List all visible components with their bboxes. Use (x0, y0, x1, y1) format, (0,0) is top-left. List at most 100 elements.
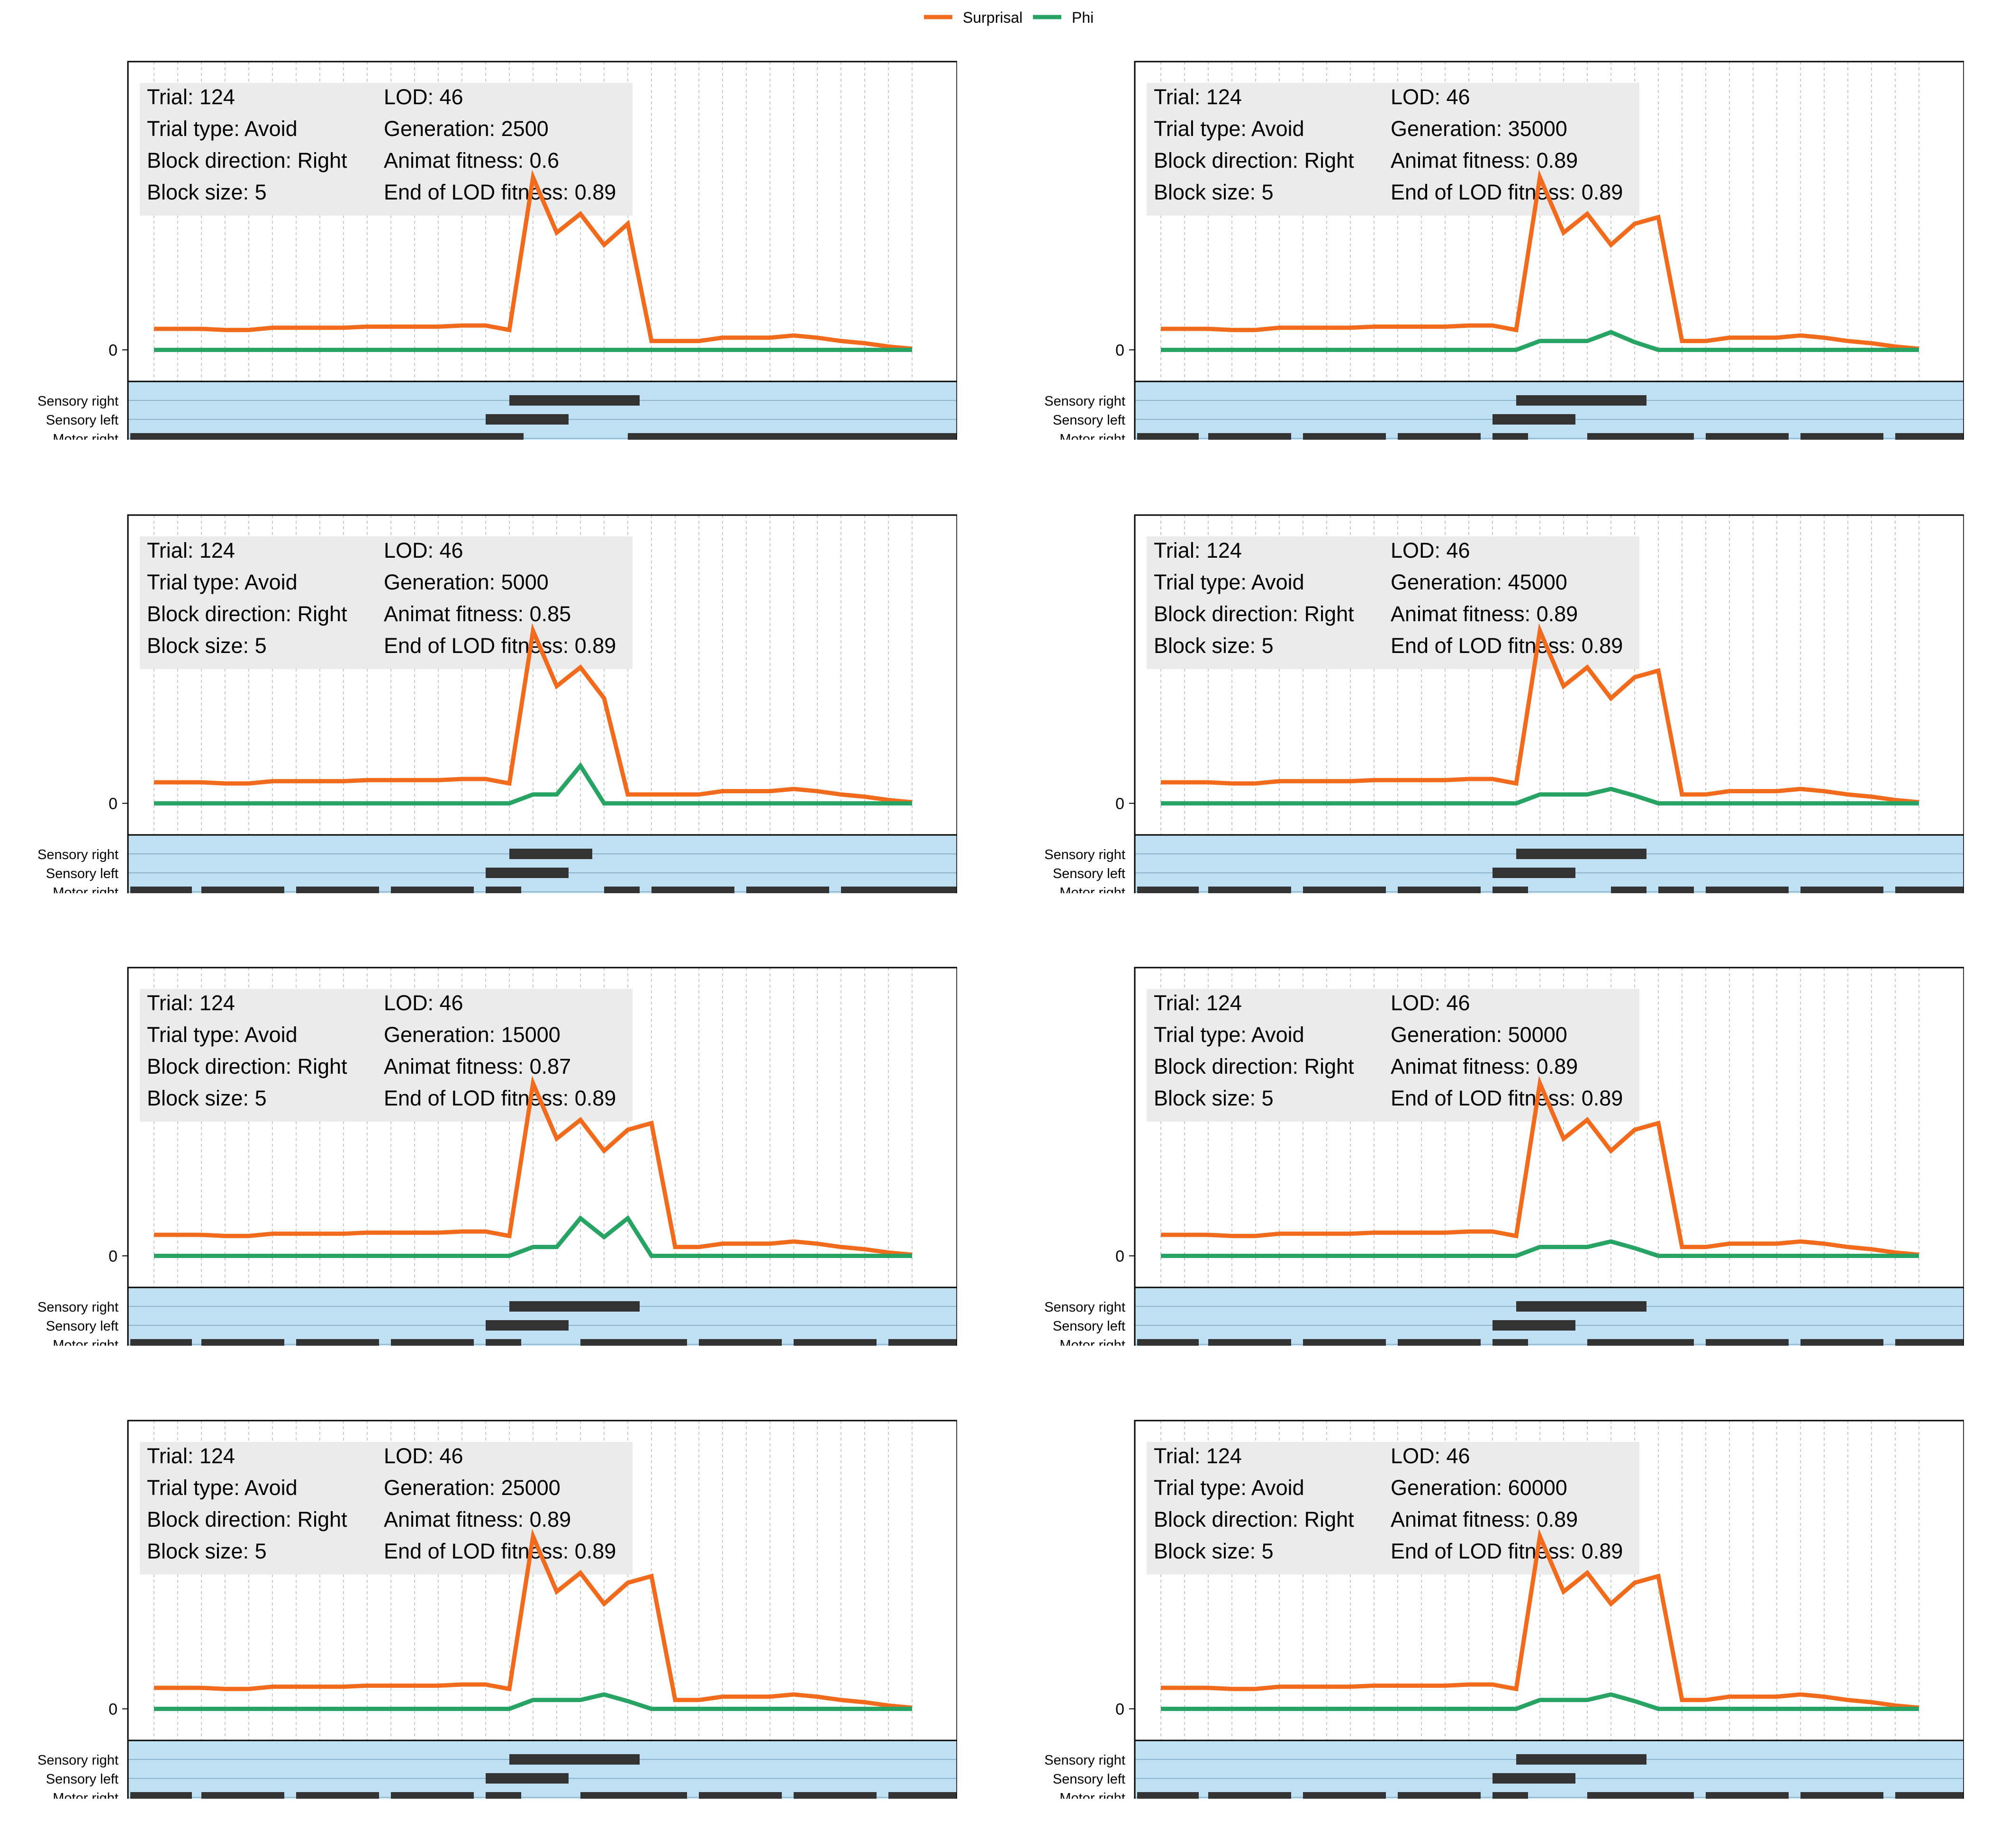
activity-bar (1492, 433, 1528, 440)
info-animat-fitness: Animat fitness: 0.89 (1391, 148, 1578, 172)
info-box (1147, 83, 1639, 216)
activity-row-label: Motor right (1059, 432, 1125, 440)
info-end-of-lod-fitness: End of LOD fitness: 0.89 (384, 180, 616, 204)
activity-bar (1137, 1792, 1199, 1799)
info-block-direction: Block direction: Right (147, 148, 347, 172)
activity-bar (1303, 1339, 1386, 1346)
info-animat-fitness: Animat fitness: 0.87 (384, 1054, 571, 1078)
activity-bar (486, 414, 569, 425)
activity-bar (1706, 433, 1789, 440)
series-line-surprisal (1161, 1076, 1919, 1257)
info-end-of-lod-fitness: End of LOD fitness: 0.89 (1391, 180, 1623, 204)
panel-7: Trial: 124 Trial type: Avoid Block directi… (37, 1420, 957, 1799)
info-trial-type: Trial type: Avoid (147, 1023, 298, 1047)
series-line-phi (1161, 787, 1919, 806)
activity-frame (127, 834, 957, 893)
activity-bar (296, 1792, 379, 1799)
activity-bar (201, 1339, 284, 1346)
activity-background (1135, 381, 1964, 440)
activity-bar (201, 887, 284, 893)
info-generation: Generation: 2500 (384, 117, 549, 141)
info-lod: LOD: 46 (1391, 991, 1470, 1015)
activity-bar (1303, 1792, 1386, 1799)
panel-6: Trial: 124 Trial type: Avoid Block directi… (1044, 967, 1964, 1346)
activity-bar (1137, 1339, 1199, 1346)
info-block-direction: Block direction: Right (147, 1054, 347, 1078)
activity-row-label: Motor right (1059, 1791, 1125, 1799)
info-end-of-lod-fitness: End of LOD fitness: 0.89 (1391, 1539, 1623, 1563)
info-end-of-lod-fitness: End of LOD fitness: 0.89 (1391, 1086, 1623, 1110)
info-generation: Generation: 60000 (1391, 1476, 1567, 1500)
activity-row-label: Motor right (53, 432, 118, 440)
info-block-direction: Block direction: Right (147, 1507, 347, 1531)
activity-bar (1516, 1301, 1646, 1312)
info-trial: Trial: 124 (1154, 1444, 1242, 1468)
activity-bar (651, 887, 734, 893)
info-trial-type: Trial type: Avoid (147, 117, 298, 141)
y-tick-label: 0 (109, 795, 118, 813)
y-tick-label: 0 (109, 1247, 118, 1265)
activity-row-label: Sensory left (46, 413, 118, 428)
activity-row-label: Sensory left (46, 1772, 118, 1787)
activity-bar (1492, 1792, 1528, 1799)
activity-background (128, 835, 957, 893)
activity-bar (1137, 433, 1199, 440)
activity-row-label: Sensory left (1053, 413, 1125, 428)
y-tick-label: 0 (109, 341, 118, 359)
series-line-phi (154, 1692, 912, 1711)
info-generation: Generation: 25000 (384, 1476, 561, 1500)
activity-bar (1587, 433, 1694, 440)
activity-bar (1208, 1792, 1291, 1799)
activity-bar (1706, 887, 1789, 893)
activity-frame (127, 380, 957, 440)
info-animat-fitness: Animat fitness: 0.89 (384, 1507, 571, 1531)
info-block-size: Block size: 5 (147, 1086, 267, 1110)
activity-frame (1134, 380, 1964, 440)
info-animat-fitness: Animat fitness: 0.6 (384, 148, 559, 172)
activity-row-label: Sensory right (1044, 847, 1125, 862)
activity-frame (127, 1286, 957, 1346)
activity-frame (1134, 1739, 1964, 1799)
activity-row-label: Sensory right (1044, 1753, 1125, 1768)
info-end-of-lod-fitness: End of LOD fitness: 0.89 (1391, 634, 1623, 658)
activity-bar (1800, 887, 1883, 893)
series-line-phi (154, 1215, 912, 1258)
info-lod: LOD: 46 (1391, 538, 1470, 562)
info-lod: LOD: 46 (1391, 1444, 1470, 1468)
panel-4: Trial: 124 Trial type: Avoid Block directi… (1044, 514, 1964, 893)
series-line-surprisal (1161, 623, 1919, 805)
activity-bar (130, 433, 524, 440)
activity-bar (391, 1792, 474, 1799)
activity-bar (1303, 433, 1386, 440)
activity-background (1135, 835, 1964, 893)
info-generation: Generation: 35000 (1391, 117, 1567, 141)
activity-row-label: Sensory left (1053, 866, 1125, 881)
activity-bar (486, 887, 521, 893)
activity-bar (628, 433, 957, 440)
activity-bar (746, 887, 829, 893)
activity-bar (1137, 887, 1199, 893)
activity-row-label: Sensory left (1053, 1319, 1125, 1334)
legend-label-surprisal: Surprisal (963, 9, 1022, 26)
activity-bar (1706, 1339, 1789, 1346)
activity-bar (1516, 395, 1646, 406)
info-lod: LOD: 46 (384, 991, 463, 1015)
panel-2: Trial: 124 Trial type: Avoid Block directi… (1044, 61, 1964, 440)
activity-bar (1398, 887, 1481, 893)
activity-row-label: Sensory right (1044, 394, 1125, 409)
panel-5: Trial: 124 Trial type: Avoid Block directi… (37, 967, 957, 1346)
series-line-phi (1161, 330, 1919, 352)
legend-label-phi: Phi (1072, 9, 1094, 26)
activity-background (128, 1740, 957, 1799)
panel-3: Trial: 124 Trial type: Avoid Block directi… (37, 514, 957, 893)
info-box (1147, 989, 1639, 1122)
activity-bar (1895, 1339, 1964, 1346)
activity-bar (1492, 414, 1575, 425)
info-block-direction: Block direction: Right (1154, 148, 1354, 172)
activity-bar (699, 1792, 782, 1799)
activity-bar (888, 1792, 957, 1799)
activity-row-label: Motor right (53, 885, 118, 893)
activity-bar (391, 887, 474, 893)
activity-bar (1895, 1792, 1964, 1799)
info-block-size: Block size: 5 (1154, 1539, 1274, 1563)
